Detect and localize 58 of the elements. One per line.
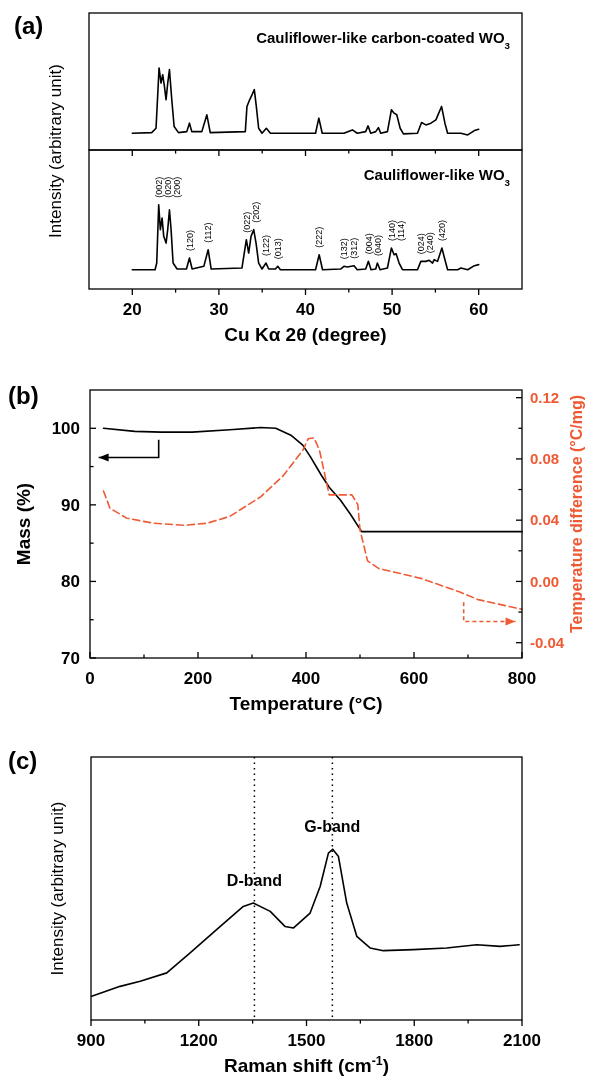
x-tick-label: 30 (209, 300, 229, 319)
annotation: (420) (437, 220, 448, 242)
y2-tick-label: -0.04 (530, 633, 565, 651)
line-series (102, 437, 523, 611)
y-tick-label: 80 (61, 572, 80, 592)
annotation: (004) (363, 233, 374, 255)
annotation: (200) (171, 176, 182, 198)
x-tick-label: 400 (291, 669, 321, 688)
annotation: (114) (395, 220, 406, 242)
y2-tick-label: 0.08 (530, 450, 560, 468)
annotation: (020) (162, 176, 173, 198)
y-axis-title: Intensity (arbitrary unit) (48, 801, 67, 976)
y-axis-title: Mass (%) (13, 482, 34, 566)
x-axis-title: Cu Kα 2θ (degree) (224, 324, 387, 345)
chart-title: Cauliflower-like WO$_{3}$ (363, 166, 511, 188)
annotation: (002) (153, 176, 164, 198)
text: (c) (8, 747, 38, 775)
annotation: (240) (425, 232, 435, 254)
annotation: (013) (272, 238, 283, 260)
annotation: (112) (203, 222, 214, 243)
x-tick-label: 0 (85, 669, 95, 688)
annotation: (140) (386, 220, 397, 242)
annotation: (312) (349, 237, 360, 259)
x-tick-label: 800 (507, 669, 537, 688)
x-tick-label: 40 (296, 300, 315, 319)
annotation: (040) (372, 235, 383, 257)
annotation: (132) (339, 238, 350, 260)
annotation: (222) (314, 226, 325, 248)
ref-line-label: D-band (226, 872, 282, 890)
y-axis-title: Intensity (arbitrary unit) (46, 64, 65, 238)
x-tick-label: 600 (399, 669, 429, 688)
y-tick-label: 90 (61, 495, 80, 515)
y2-tick-label: 0.12 (530, 388, 560, 406)
x-axis-title: Raman shift (cm$^{-1}$) (223, 1054, 390, 1076)
x-tick-label: 1200 (179, 1031, 218, 1050)
y2-tick-label: 0.04 (530, 511, 560, 529)
text: (b) (8, 382, 39, 410)
y2-tick-label: 0.00 (530, 572, 560, 590)
text: (a) (14, 12, 44, 40)
annotation: (024) (416, 233, 426, 255)
annotation: (022) (241, 211, 252, 233)
x-tick-label: 200 (183, 669, 213, 688)
annotation: (122) (261, 235, 272, 257)
y2-axis-title: Temperature difference (°C/mg) (568, 394, 585, 634)
x-tick-label: 20 (122, 300, 142, 319)
annotation: (120) (184, 229, 195, 251)
x-tick-label: 2100 (503, 1031, 541, 1050)
x-tick-label: 60 (469, 300, 489, 319)
x-axis-title: Temperature (°C) (229, 693, 383, 714)
x-tick-label: 1800 (395, 1031, 434, 1050)
ref-line-label: G-band (304, 818, 361, 836)
y-tick-label: 100 (51, 419, 80, 439)
chart-title: Cauliflower-like carbon-coated WO$_{3}$ (256, 29, 511, 51)
annotation: (202) (250, 201, 261, 223)
x-tick-label: 900 (76, 1031, 106, 1050)
x-tick-label: 50 (382, 300, 402, 319)
y-tick-label: 70 (61, 648, 80, 668)
x-tick-label: 1500 (287, 1031, 326, 1050)
